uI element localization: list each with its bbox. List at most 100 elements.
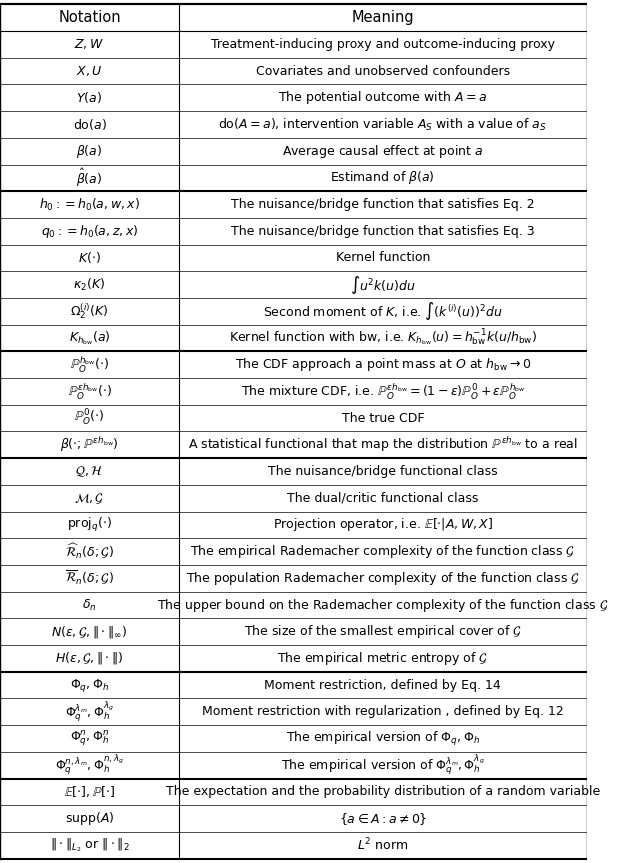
- Bar: [179, 592, 587, 619]
- Text: Projection operator, i.e. $\mathbb{E}[\cdot | A, W, X]$: Projection operator, i.e. $\mathbb{E}[\c…: [273, 516, 493, 533]
- Bar: [0, 645, 179, 671]
- Text: The upper bound on the Rademacher complexity of the function class $\mathcal{G}$: The upper bound on the Rademacher comple…: [157, 596, 609, 614]
- Bar: [0, 111, 179, 138]
- Bar: [0, 619, 179, 646]
- Text: $L^2$ norm: $L^2$ norm: [357, 837, 408, 854]
- Bar: [0, 752, 179, 778]
- Bar: [0, 458, 179, 485]
- Text: The dual/critic functional class: The dual/critic functional class: [287, 492, 479, 505]
- Bar: [179, 378, 587, 405]
- Bar: [179, 298, 587, 324]
- Text: Moment restriction, defined by Eq. 14: Moment restriction, defined by Eq. 14: [264, 678, 501, 691]
- Bar: [0, 31, 179, 58]
- Text: $H(\varepsilon, \mathcal{G}, \|\cdot\|)$: $H(\varepsilon, \mathcal{G}, \|\cdot\|)$: [55, 651, 124, 666]
- Text: $\mathbb{E}[\cdot], \mathbb{P}[\cdot]$: $\mathbb{E}[\cdot], \mathbb{P}[\cdot]$: [64, 784, 115, 799]
- Bar: [0, 805, 179, 832]
- Bar: [179, 698, 587, 725]
- Bar: [179, 832, 587, 859]
- Text: Treatment-inducing proxy and outcome-inducing proxy: Treatment-inducing proxy and outcome-ind…: [211, 38, 555, 51]
- Text: $\mathrm{do}(a)$: $\mathrm{do}(a)$: [72, 117, 106, 132]
- Text: $\overline{\mathcal{R}}_n(\delta; \mathcal{G})$: $\overline{\mathcal{R}}_n(\delta; \mathc…: [65, 570, 114, 588]
- Text: Average causal effect at point $a$: Average causal effect at point $a$: [282, 142, 483, 160]
- Bar: [179, 218, 587, 244]
- Bar: [0, 85, 179, 111]
- Text: Moment restriction with regularization , defined by Eq. 12: Moment restriction with regularization ,…: [202, 705, 564, 718]
- Text: $\mathrm{do}(A = a)$, intervention variable $A_S$ with a value of $a_S$: $\mathrm{do}(A = a)$, intervention varia…: [218, 117, 547, 133]
- Text: $\Phi_q^{\lambda_m}, \Phi_h^{\lambda_g}$: $\Phi_q^{\lambda_m}, \Phi_h^{\lambda_g}$: [65, 700, 114, 724]
- Text: $\mathcal{M}, \mathcal{G}$: $\mathcal{M}, \mathcal{G}$: [74, 491, 104, 506]
- Bar: [179, 138, 587, 165]
- Text: The mixture CDF, i.e. $\mathbb{P}_O^{\varepsilon h_{\mathrm{bw}}} = (1-\varepsil: The mixture CDF, i.e. $\mathbb{P}_O^{\va…: [241, 381, 525, 401]
- Bar: [179, 111, 587, 138]
- Bar: [179, 565, 587, 592]
- Text: $\mathrm{supp}(A)$: $\mathrm{supp}(A)$: [65, 810, 115, 827]
- Bar: [0, 778, 179, 805]
- Bar: [0, 512, 179, 539]
- Text: $\Phi_q^{n,\lambda_m}, \Phi_h^{n,\lambda_g}$: $\Phi_q^{n,\lambda_m}, \Phi_h^{n,\lambda…: [55, 753, 124, 778]
- Bar: [179, 512, 587, 539]
- Bar: [179, 671, 587, 698]
- Bar: [0, 244, 179, 271]
- Text: $\beta(a)$: $\beta(a)$: [76, 142, 102, 160]
- Text: $K_{h_{\mathrm{bw}}}(a)$: $K_{h_{\mathrm{bw}}}(a)$: [68, 330, 110, 347]
- Bar: [179, 725, 587, 752]
- Bar: [179, 324, 587, 351]
- Text: Covariates and unobserved confounders: Covariates and unobserved confounders: [256, 65, 510, 78]
- Bar: [179, 805, 587, 832]
- Bar: [0, 565, 179, 592]
- Text: $\hat{\beta}(a)$: $\hat{\beta}(a)$: [76, 167, 102, 189]
- Text: $\kappa_2(K)$: $\kappa_2(K)$: [74, 277, 106, 293]
- Bar: [179, 271, 587, 298]
- Text: $\|\cdot\|_{L_2}$ or $\|\cdot\|_2$: $\|\cdot\|_{L_2}$ or $\|\cdot\|_2$: [50, 836, 129, 854]
- Bar: [0, 405, 179, 432]
- Bar: [0, 592, 179, 619]
- Text: $N(\varepsilon, \mathcal{G}, \|\cdot\|_{\infty})$: $N(\varepsilon, \mathcal{G}, \|\cdot\|_{…: [51, 624, 127, 639]
- Text: Kernel function with bw, i.e. $K_{h_{\mathrm{bw}}}(u) = h_{\mathrm{bw}}^{-1} k(u: Kernel function with bw, i.e. $K_{h_{\ma…: [228, 328, 537, 348]
- Text: $\Phi_q^n, \Phi_h^n$: $\Phi_q^n, \Phi_h^n$: [70, 728, 109, 748]
- Bar: [0, 298, 179, 324]
- Text: Meaning: Meaning: [351, 10, 414, 25]
- Text: The true CDF: The true CDF: [342, 412, 424, 425]
- Text: Estimand of $\beta(a)$: Estimand of $\beta(a)$: [330, 169, 435, 186]
- Text: $\mathcal{Q}, \mathcal{H}$: $\mathcal{Q}, \mathcal{H}$: [76, 464, 104, 479]
- Text: The empirical Rademacher complexity of the function class $\mathcal{G}$: The empirical Rademacher complexity of t…: [190, 543, 575, 560]
- Bar: [0, 218, 179, 244]
- Text: $\widehat{\mathcal{R}}_n(\delta; \mathcal{G})$: $\widehat{\mathcal{R}}_n(\delta; \mathca…: [65, 542, 114, 561]
- Bar: [179, 31, 587, 58]
- Text: $\mathbb{P}_O^{h_{\mathrm{bw}}}(\cdot)$: $\mathbb{P}_O^{h_{\mathrm{bw}}}(\cdot)$: [70, 355, 109, 375]
- Text: $\mathbb{P}_O^0(\cdot)$: $\mathbb{P}_O^0(\cdot)$: [74, 408, 105, 428]
- Bar: [0, 271, 179, 298]
- Text: The expectation and the probability distribution of a random variable: The expectation and the probability dist…: [166, 785, 600, 798]
- Text: $\{a \in A : a \neq 0\}$: $\{a \in A : a \neq 0\}$: [339, 810, 427, 827]
- Bar: [179, 458, 587, 485]
- Bar: [0, 698, 179, 725]
- Bar: [179, 165, 587, 192]
- Bar: [179, 645, 587, 671]
- Bar: [179, 192, 587, 218]
- Bar: [179, 432, 587, 458]
- Text: A statistical functional that map the distribution $\mathbb{P}^{\varepsilon h_{\: A statistical functional that map the di…: [188, 436, 578, 454]
- Bar: [0, 432, 179, 458]
- Bar: [0, 138, 179, 165]
- Text: $h_0 := h_0(a, w, x)$: $h_0 := h_0(a, w, x)$: [39, 197, 140, 212]
- Text: The potential outcome with $A = a$: The potential outcome with $A = a$: [278, 89, 487, 106]
- Text: $Z, W$: $Z, W$: [74, 37, 104, 52]
- Text: Notation: Notation: [58, 10, 121, 25]
- Text: The nuisance/bridge functional class: The nuisance/bridge functional class: [268, 465, 498, 478]
- Bar: [0, 192, 179, 218]
- Text: The empirical version of $\Phi_q^{\lambda_m}, \Phi_h^{\lambda_g}$: The empirical version of $\Phi_q^{\lambd…: [281, 753, 484, 778]
- Bar: [179, 4, 587, 31]
- Bar: [179, 58, 587, 85]
- Text: $\int u^2 k(u) du$: $\int u^2 k(u) du$: [350, 274, 416, 296]
- Bar: [0, 671, 179, 698]
- Text: The population Rademacher complexity of the function class $\mathcal{G}$: The population Rademacher complexity of …: [186, 570, 580, 587]
- Text: $K(\cdot)$: $K(\cdot)$: [78, 250, 101, 266]
- Bar: [179, 778, 587, 805]
- Text: The empirical metric entropy of $\mathcal{G}$: The empirical metric entropy of $\mathca…: [277, 650, 488, 667]
- Bar: [179, 619, 587, 646]
- Text: The size of the smallest empirical cover of $\mathcal{G}$: The size of the smallest empirical cover…: [244, 623, 522, 640]
- Bar: [179, 539, 587, 565]
- Text: $q_0 := h_0(a, z, x)$: $q_0 := h_0(a, z, x)$: [41, 223, 138, 240]
- Text: The nuisance/bridge function that satisfies Eq. 2: The nuisance/bridge function that satisf…: [231, 198, 534, 211]
- Bar: [0, 324, 179, 351]
